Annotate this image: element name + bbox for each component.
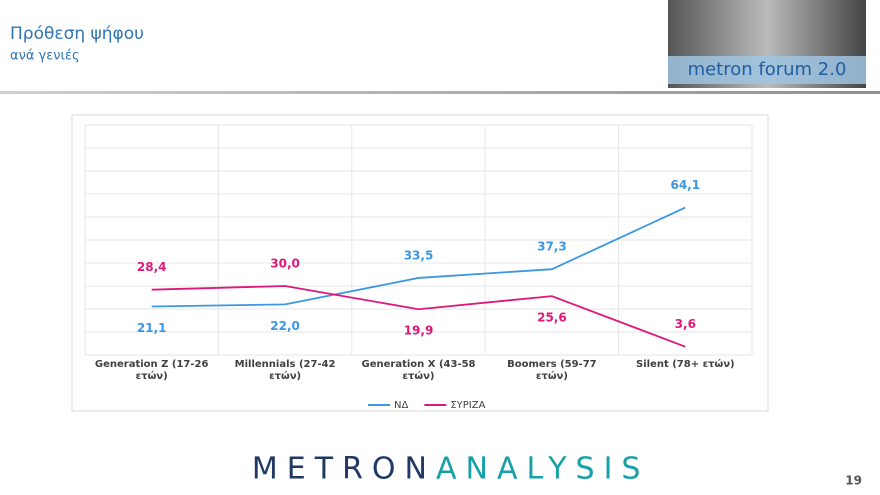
- data-label: 25,6: [537, 311, 567, 325]
- brand-right: ANALYSIS: [436, 452, 649, 487]
- data-label: 30,0: [270, 257, 300, 271]
- data-label: 19,9: [404, 324, 434, 338]
- logo-band: [668, 56, 866, 84]
- page-number: 19: [845, 474, 862, 488]
- x-tick-label: Silent (78+ ετών): [636, 359, 735, 370]
- data-label: 37,3: [537, 240, 567, 254]
- x-tick-label: Generation Z (17-26 ετών): [94, 359, 209, 382]
- logo-text: metron forum 2.0: [688, 59, 847, 80]
- header-rule: [0, 91, 880, 94]
- data-label: 22,0: [270, 319, 300, 333]
- data-label: 21,1: [137, 321, 167, 335]
- series-line: [151, 285, 686, 348]
- brand-left: METRON: [252, 452, 436, 487]
- x-tick-label: Millennials (27-42 ετών): [234, 359, 336, 382]
- slide-title: Πρόθεση ψήφου: [10, 24, 144, 44]
- data-label: 28,4: [137, 260, 167, 274]
- x-tick-label: Boomers (59-77 ετών): [507, 359, 597, 382]
- x-tick-label: Generation X (43-58 ετών): [361, 359, 476, 382]
- legend-label: ΣΥΡΙΖΑ: [450, 400, 485, 411]
- data-label: 3,6: [675, 317, 696, 331]
- slide-subtitle: ανά γενιές: [10, 49, 80, 64]
- data-label: 64,1: [670, 178, 700, 192]
- series-line: [151, 206, 686, 308]
- legend-label: ΝΔ: [394, 400, 408, 411]
- data-label: 33,5: [404, 248, 434, 262]
